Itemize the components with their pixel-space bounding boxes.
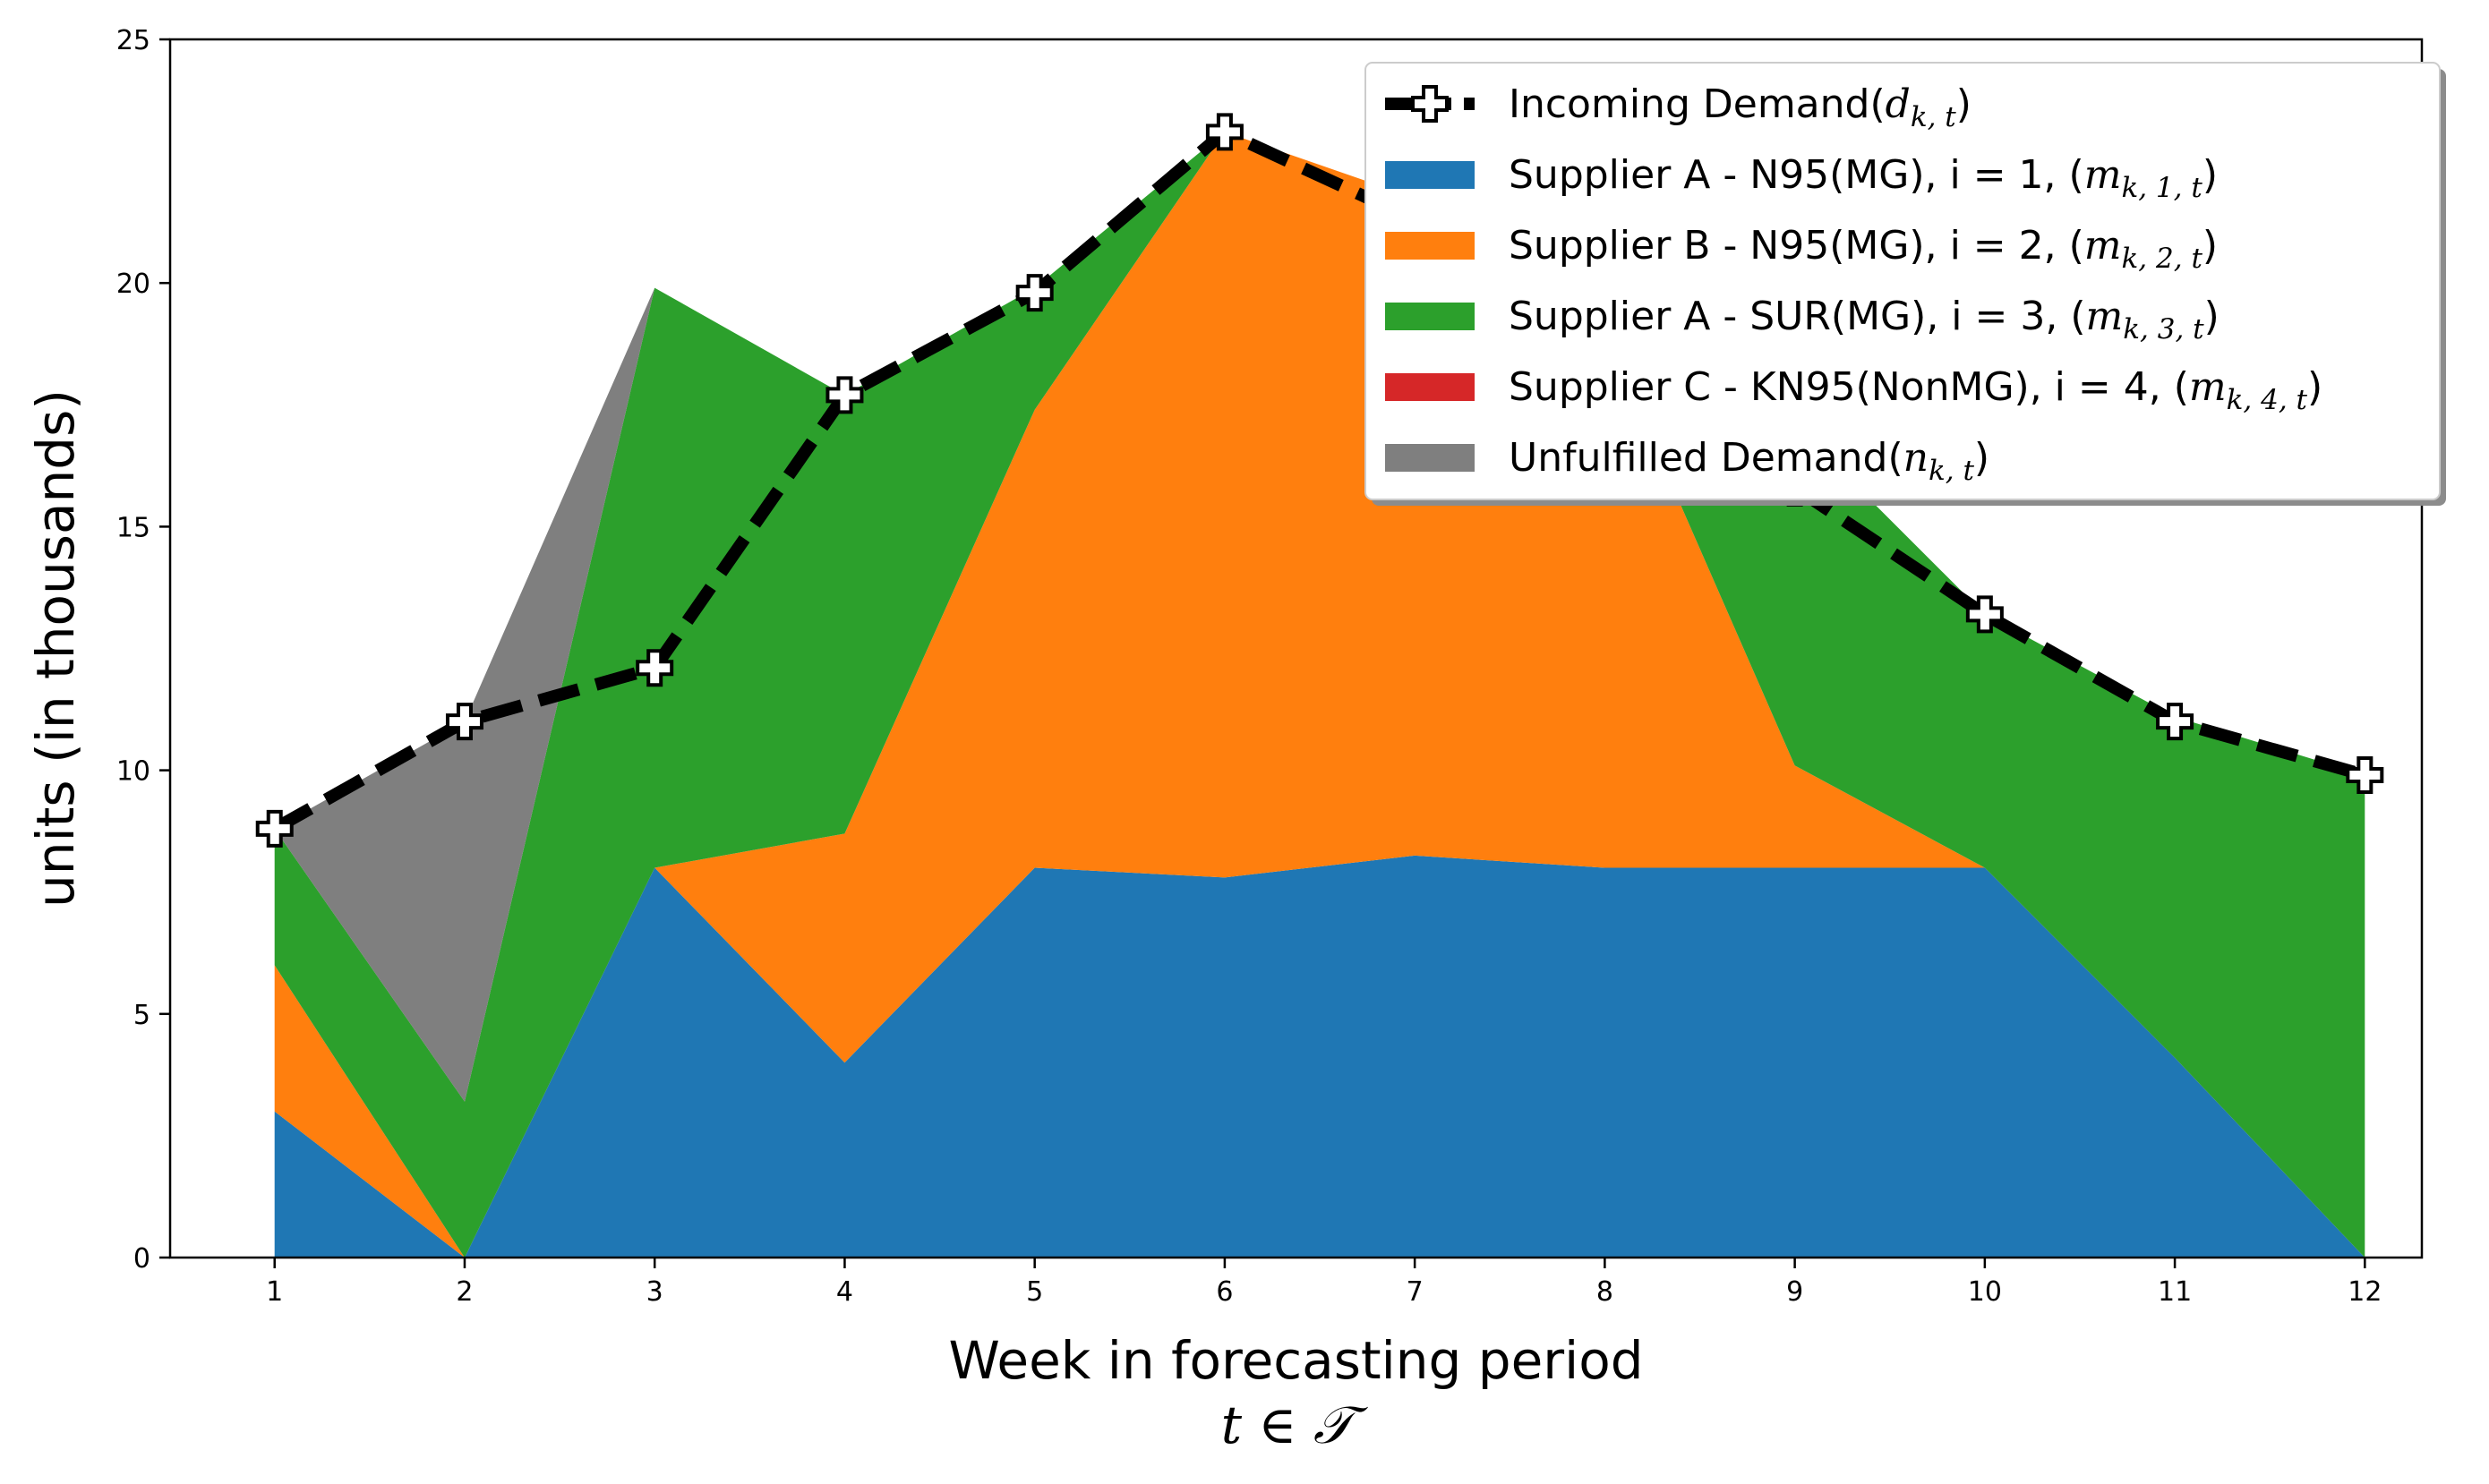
y-axis-title: units (in thousands) — [25, 389, 86, 908]
demand-point — [1965, 595, 2004, 634]
legend-label-unfulfilled: Unfulfilled Demand(nk, t) — [1509, 435, 1989, 487]
area-supplier_a_sur — [274, 132, 2365, 1258]
x-tick-label: 4 — [836, 1276, 853, 1308]
y-tick-label: 10 — [116, 756, 150, 788]
demand-point — [1205, 113, 1244, 151]
x-tick-label: 6 — [1216, 1276, 1233, 1308]
legend-swatch-supplier_a_n95 — [1385, 161, 1475, 189]
demand-point — [825, 376, 864, 414]
x-tick-label: 8 — [1596, 1276, 1613, 1308]
demand-point — [2346, 756, 2384, 795]
area-supplier_a_n95 — [274, 855, 2365, 1258]
y-tick-label: 25 — [116, 25, 150, 56]
stacked-areas — [274, 132, 2365, 1258]
legend-box — [1364, 62, 2441, 500]
legend-label-supplier_c_kn95: Supplier C - KN95(NonMG), i = 4, (mk, 4,… — [1509, 364, 2322, 416]
y-axis: 0 5 10 15 20 25 — [116, 25, 170, 1275]
x-tick-label: 7 — [1407, 1276, 1424, 1308]
legend-demand-marker — [1411, 85, 1449, 123]
legend-swatch-unfulfilled — [1385, 444, 1475, 472]
demand-point — [445, 703, 483, 741]
area-supplier_b_n95 — [274, 132, 2365, 1258]
legend-swatch-supplier_b_n95 — [1385, 232, 1475, 260]
x-axis-title: Week in forecasting period — [948, 1330, 1643, 1391]
x-axis: 1 2 3 4 5 6 7 8 9 10 11 12 — [266, 1258, 2382, 1308]
demand-line — [271, 125, 2367, 834]
demand-point — [636, 649, 674, 687]
x-tick-label: 2 — [456, 1276, 473, 1308]
y-tick-label: 5 — [133, 1000, 150, 1031]
legend: Incoming Demand(dk, t) Supplier A - N95(M… — [1364, 62, 2446, 506]
area-unfulfilled — [274, 132, 2365, 1102]
legend-swatch-supplier_a_sur — [1385, 303, 1475, 330]
y-tick-label: 0 — [133, 1243, 150, 1275]
legend-swatch-supplier_c_kn95 — [1385, 373, 1475, 401]
legend-label-supplier_b_n95: Supplier B - N95(MG), i = 2, (mk, 2, t) — [1509, 223, 2218, 275]
x-tick-label: 11 — [2158, 1276, 2192, 1308]
x-tick-label: 5 — [1026, 1276, 1043, 1308]
x-tick-label: 9 — [1786, 1276, 1803, 1308]
y-tick-label: 15 — [116, 512, 150, 543]
plot-frame — [168, 38, 2424, 1259]
x-tick-label: 1 — [266, 1276, 283, 1308]
demand-point — [1015, 274, 1054, 312]
legend-label-supplier_a_sur: Supplier A - SUR(MG), i = 3, (mk, 3, t) — [1509, 294, 2220, 345]
x-tick-label: 12 — [2348, 1276, 2382, 1308]
demand-point — [2156, 703, 2194, 741]
x-tick-label: 10 — [1968, 1276, 2002, 1308]
legend-label-demand: Incoming Demand(dk, t) — [1509, 81, 1972, 133]
legend-label-supplier_a_n95: Supplier A - N95(MG), i = 1, (mk, 1, t) — [1509, 152, 2218, 204]
demand-point — [255, 809, 294, 848]
x-axis-title-math: t ∈ 𝒯 — [1221, 1394, 1369, 1455]
x-tick-label: 3 — [646, 1276, 663, 1308]
y-tick-label: 20 — [116, 269, 150, 300]
